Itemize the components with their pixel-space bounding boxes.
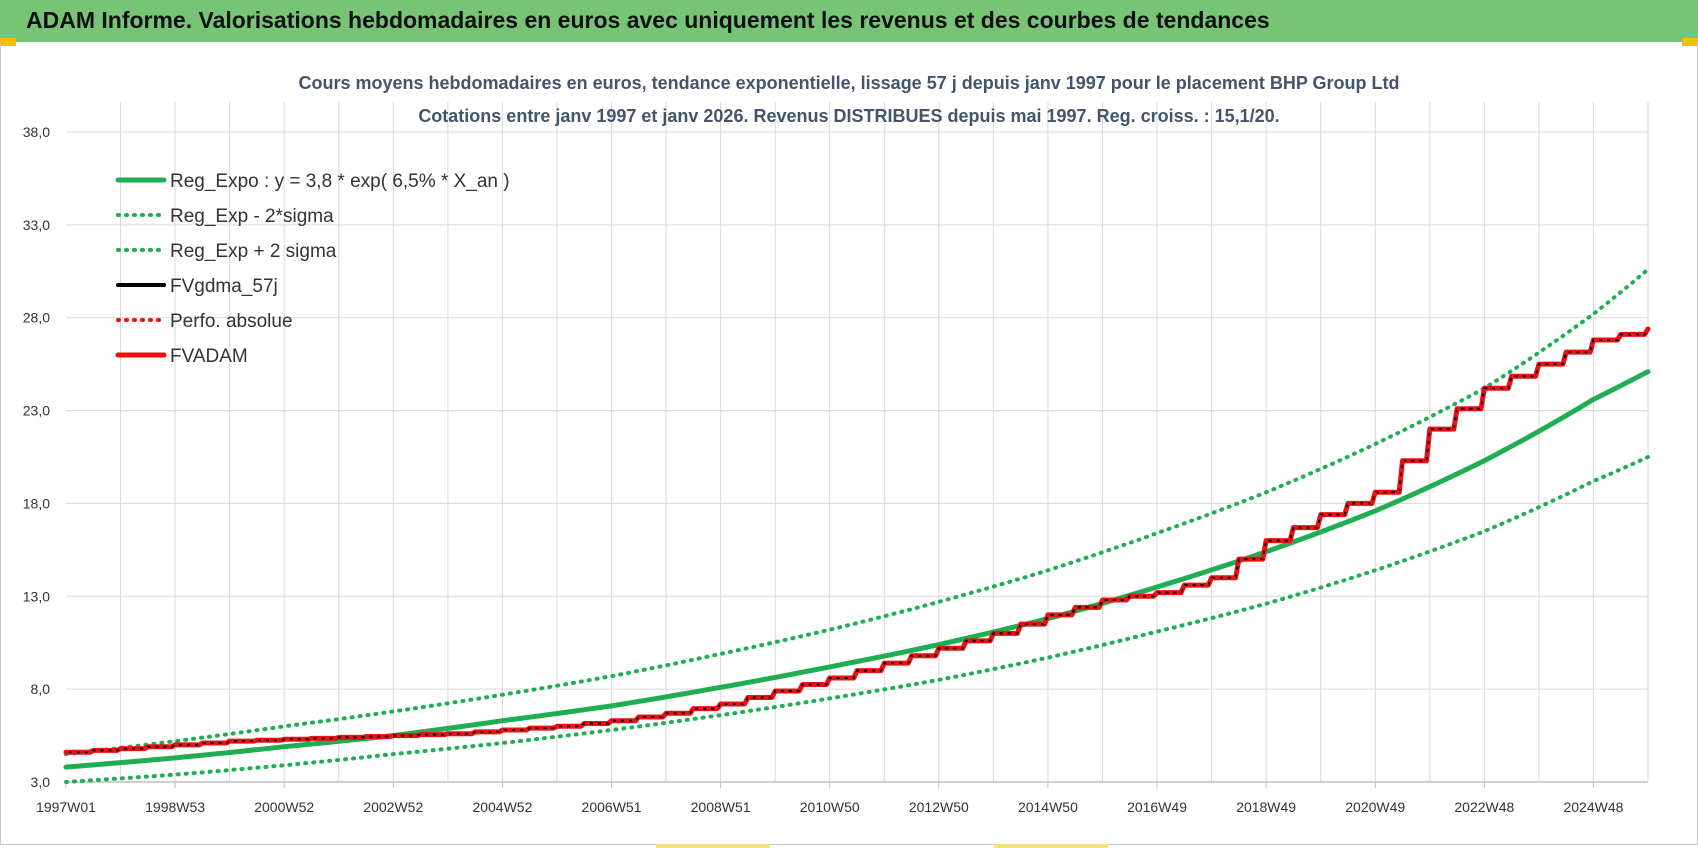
corner-marker-right: [1682, 38, 1698, 46]
x-tick-label: 2010W50: [800, 799, 860, 815]
series-line-0: [63, 369, 1651, 770]
legend-label: Reg_Exp - 2*sigma: [170, 206, 334, 227]
y-tick-label: 33,0: [23, 217, 50, 233]
legend-label: Reg_Expo : y = 3,8 * exp( 6,5% * X_an ): [170, 171, 510, 192]
x-tick-label: 1998W53: [145, 799, 205, 815]
x-tick-label: 2012W50: [909, 799, 969, 815]
chart-title-line-1: Cours moyens hebdomadaires en euros, ten…: [299, 73, 1400, 93]
x-tick-label: 2014W50: [1018, 799, 1078, 815]
x-tick-label: 2024W48: [1563, 799, 1623, 815]
series-layer: [63, 267, 1651, 784]
header-bar: ADAM Informe. Valorisations hebdomadaire…: [0, 0, 1698, 42]
y-tick-label: 3,0: [31, 774, 51, 790]
x-tick-label: 2006W51: [582, 799, 642, 815]
page-title: ADAM Informe. Valorisations hebdomadaire…: [26, 7, 1270, 33]
y-tick-label: 38,0: [23, 124, 50, 140]
x-tick-label: 1997W01: [36, 799, 96, 815]
y-tick-label: 8,0: [31, 681, 51, 697]
corner-marker-left: [0, 38, 16, 46]
x-tick-label: 2020W49: [1345, 799, 1405, 815]
legend-label: FVADAM: [170, 346, 248, 367]
grid-vertical: [120, 102, 1649, 782]
legend-label: Reg_Exp + 2 sigma: [170, 241, 337, 262]
bottom-strip-left: [656, 844, 770, 848]
legend-label: FVgdma_57j: [170, 276, 278, 297]
series-line-1: [64, 455, 1650, 784]
x-tick-label: 2004W52: [472, 799, 532, 815]
y-tick-label: 23,0: [23, 403, 50, 419]
x-tick-label: 2016W49: [1127, 799, 1187, 815]
legend: Reg_Expo : y = 3,8 * exp( 6,5% * X_an ) R…: [115, 171, 510, 367]
x-tick-label: 2018W49: [1236, 799, 1296, 815]
y-tick-label: 13,0: [23, 588, 50, 604]
y-tick-label: 28,0: [23, 310, 50, 326]
x-tick-label: 2022W48: [1454, 799, 1514, 815]
chart-title-line-2: Cotations entre janv 1997 et janv 2026. …: [418, 106, 1279, 126]
y-tick-label: 18,0: [23, 495, 50, 511]
y-axis-ticks: 3,0 8,0 13,0 18,0 23,0 28,0 33,0 38,0: [23, 124, 50, 790]
x-tick-label: 2008W51: [691, 799, 751, 815]
x-axis-ticks: 1997W01 1998W53 2000W52 2002W52 2004W52 2006W…: [36, 782, 1624, 815]
series-line-4: [64, 326, 1650, 755]
x-tick-label: 2002W52: [363, 799, 423, 815]
x-tick-label: 2000W52: [254, 799, 314, 815]
legend-label: Perfo. absolue: [170, 311, 293, 332]
series-line-2: [64, 267, 1650, 757]
grid-horizontal: [66, 131, 1648, 783]
bottom-strip-right: [994, 844, 1108, 848]
